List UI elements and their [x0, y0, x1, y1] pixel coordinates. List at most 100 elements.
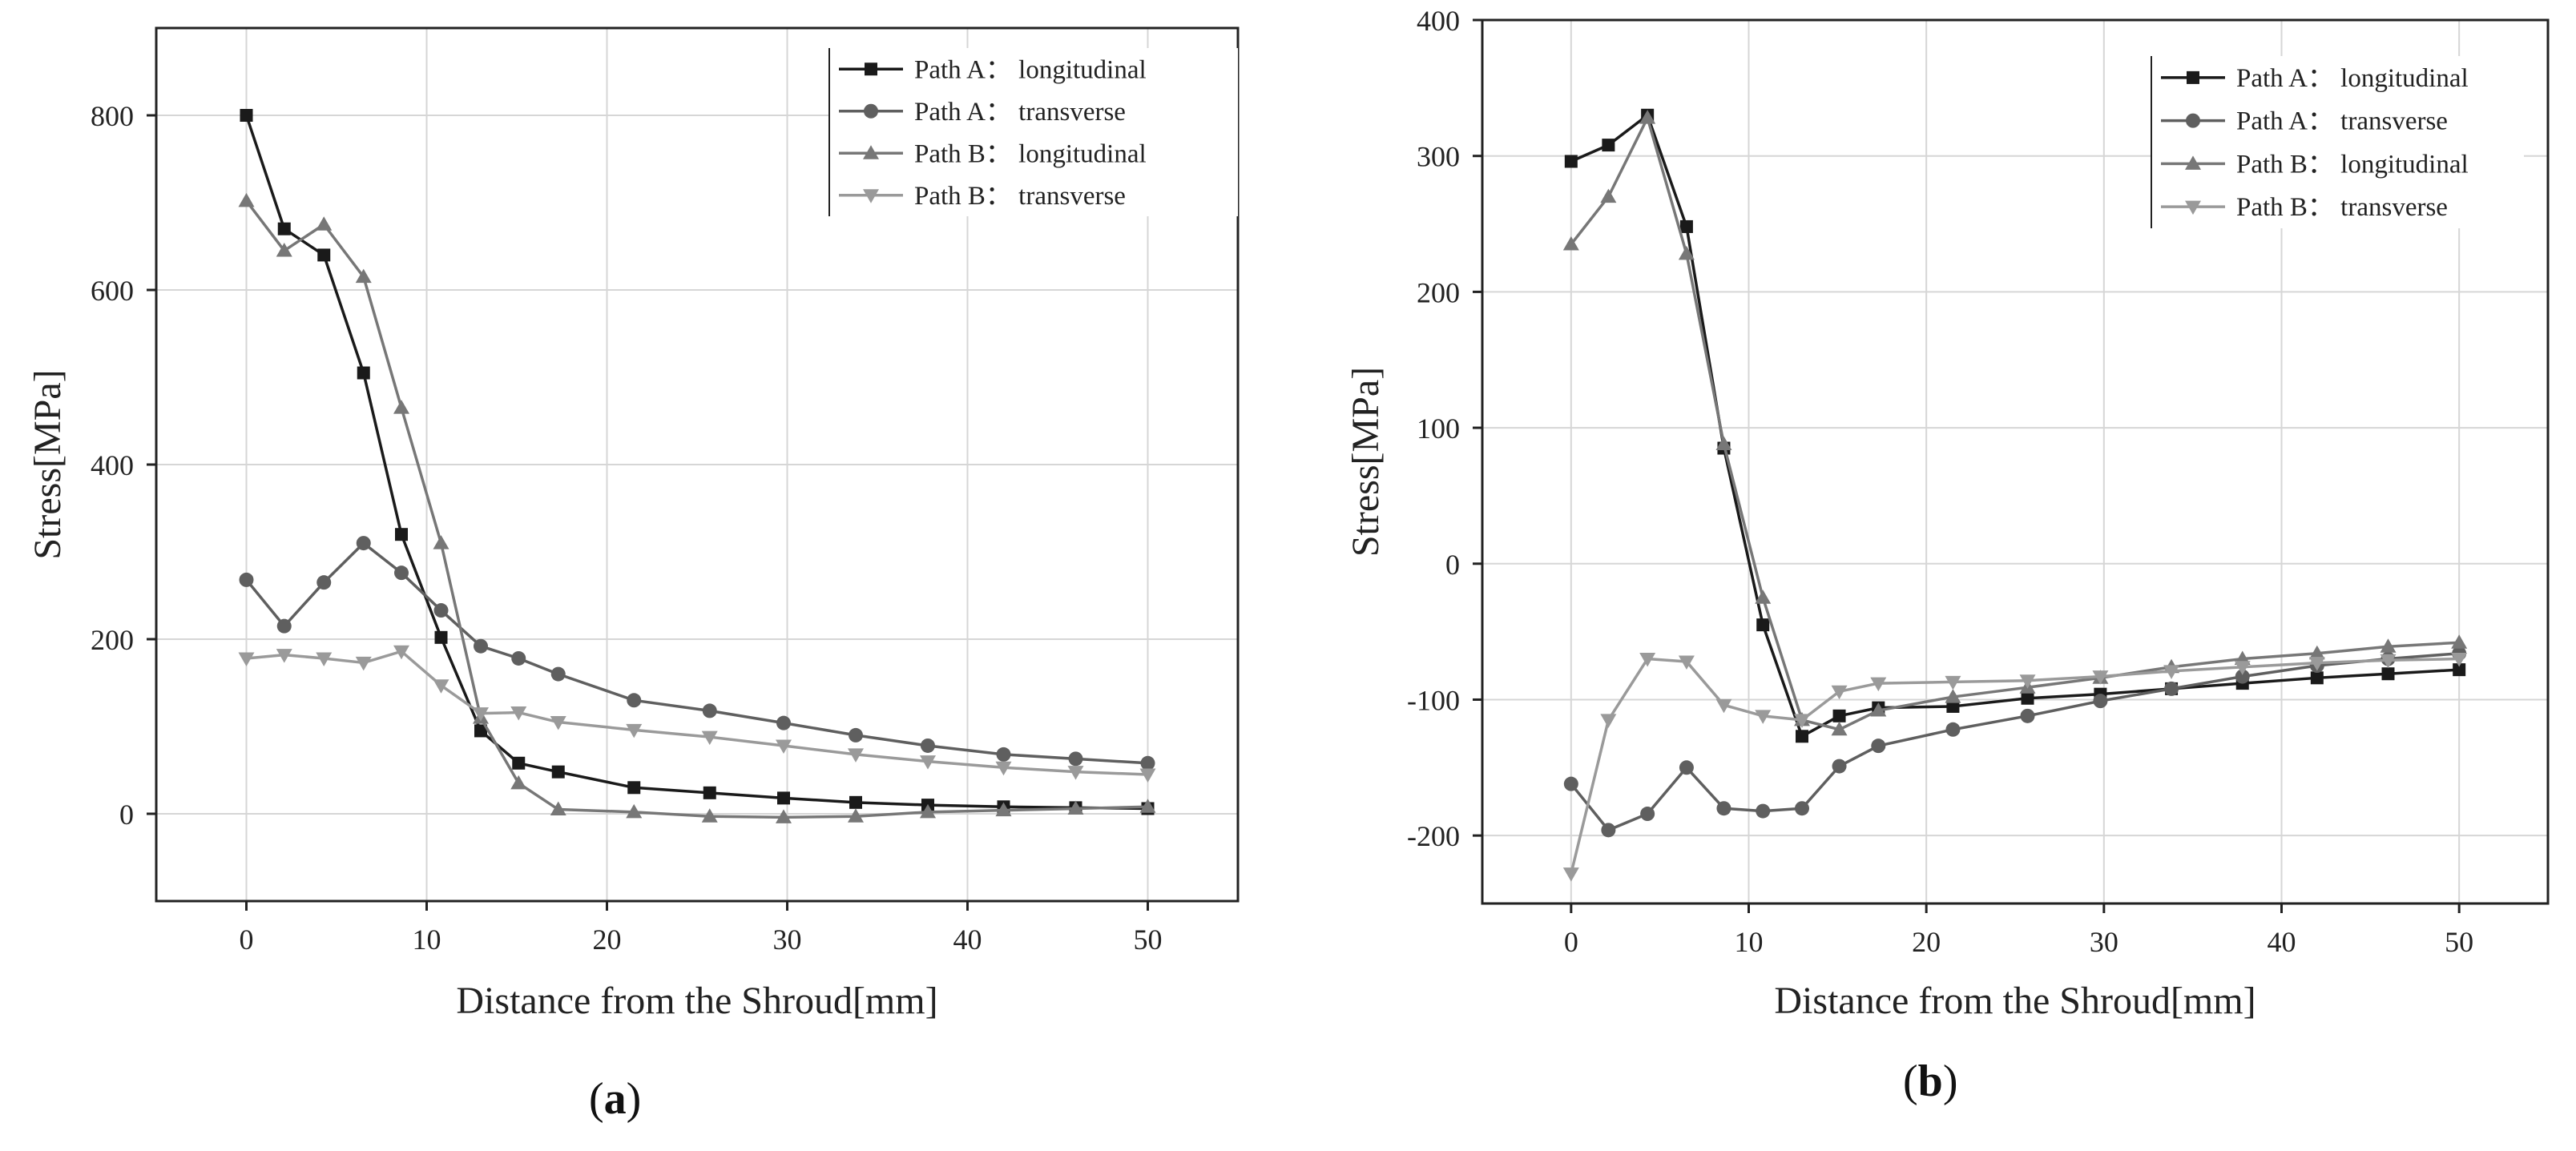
chart-b-series-1-point: [2310, 671, 2324, 685]
chart-b-series-3-point: [1678, 245, 1695, 260]
chart-b-series-3-point: [1562, 235, 1579, 251]
chart-a-series-1-point: [277, 222, 291, 235]
chart-a-x-tick-label: 40: [953, 924, 982, 956]
chart-a-legend-marker-1: [865, 62, 877, 76]
chart-a-y-tick-label: 600: [91, 275, 134, 307]
chart-a-series-2-point: [627, 693, 642, 708]
chart-b-series-1-point: [1796, 730, 1808, 743]
chart-b-legend-label-1: Path A： longitudinal: [2236, 64, 2469, 93]
chart-b-series-1-point: [2381, 667, 2395, 681]
chart-a-x-tick-label: 10: [413, 924, 441, 956]
chart-a-series-2-line: [245, 541, 1148, 765]
chart-a-series-2-point: [1140, 755, 1155, 771]
chart-b-series-4-point: [1639, 653, 1656, 667]
chart-b-series-1-point: [2453, 663, 2466, 677]
chart-a-series-1-point: [627, 781, 641, 795]
chart-a-series-3-point: [701, 808, 718, 823]
chart-a-series-3-point: [995, 802, 1012, 817]
chart-a-legend-label-3: Path B： longitudinal: [914, 139, 1147, 168]
chart-a-series-1-point: [434, 630, 448, 644]
chart-a-series-1-point: [474, 724, 487, 738]
chart-a-series-2-point: [276, 618, 292, 634]
chart-a-series-2-point: [316, 575, 332, 590]
chart-b-series-2-point: [1716, 801, 1731, 816]
chart-a-series-4-point: [920, 755, 936, 770]
chart-b-series-2-point: [1756, 803, 1771, 819]
chart-a-series-3-point: [550, 801, 566, 816]
chart-a-series-1-point: [777, 791, 790, 805]
chart-b-series-4-point: [2234, 661, 2251, 675]
chart-b-series-4-point: [2308, 657, 2325, 671]
chart-b-series-1-point: [2021, 691, 2034, 705]
chart-b-series-4-point: [2092, 670, 2109, 685]
chart-b-y-tick-label: -200: [1407, 820, 1460, 852]
chart-a-series-2-point: [239, 572, 254, 587]
chart-b-legend-marker-3: [2185, 155, 2201, 170]
chart-b-series-4-point: [2163, 665, 2180, 679]
chart-a-series-4-point: [701, 730, 718, 746]
chart-b-legend-marker-2: [2186, 113, 2200, 128]
chart-a-series-1-line: [244, 115, 1148, 811]
chart-b-series-2-point: [1945, 722, 1961, 737]
chart-b-series-3-point: [1715, 436, 1732, 450]
chart-b-legend-marker-1: [2187, 70, 2199, 84]
chart-a-series-4: [238, 645, 1156, 783]
chart-b-y-tick-label: -100: [1407, 684, 1460, 716]
chart-b-series-1-point: [1602, 139, 1615, 152]
chart-b-series-1-point: [1679, 219, 1693, 233]
chart-a-series-3-point: [433, 535, 449, 549]
chart-b-legend: Path A： longitudinal Path A： transverse Pa…: [2151, 56, 2524, 228]
chart-b-series-2-point: [2093, 694, 2108, 709]
chart-b-series-3: [1562, 110, 2468, 736]
chart-b-series-4-point: [2451, 653, 2468, 667]
chart-a-series-2-point: [996, 747, 1011, 762]
chart-b-y-tick-label: 400: [1417, 5, 1460, 37]
chart-b-series-4-point: [1945, 675, 1961, 690]
chart-a-series-3-point: [776, 809, 792, 823]
chart-a-legend: Path A： longitudinal Path A： transverse Pa…: [828, 48, 1238, 216]
chart-a-y-tick-label: 400: [91, 449, 134, 481]
chart-b: 0 10 20 30 40 50 -200 -100 0 100 200 300 400 Distance…: [1344, 5, 2550, 1022]
chart-b-x-tick-label: 20: [1912, 926, 1941, 958]
chart-a-series-4-point: [1139, 768, 1156, 783]
chart-b-legend-box: [2151, 56, 2524, 228]
chart-b-series-3-point: [1755, 590, 1772, 604]
chart-a-legend-marker-4: [863, 189, 879, 203]
chart-a-y-tick-label: 800: [91, 100, 134, 132]
chart-a-series-2-point: [776, 715, 791, 730]
chart-a-series-4-point: [473, 707, 489, 722]
chart-a-series-1-point: [317, 248, 331, 262]
chart-b-series-1-point: [1756, 618, 1770, 632]
chart-b-series-4-point: [2380, 654, 2397, 669]
chart-b-series-4-line: [1570, 657, 2460, 875]
chart-b-series-4-point: [1562, 867, 1579, 882]
chart-a-legend-label-4: Path B： transverse: [914, 182, 1126, 211]
chart-b-series-2-point: [1640, 807, 1655, 822]
chart-b-series-2-point: [2020, 708, 2035, 723]
chart-a-series-1-point: [512, 756, 526, 770]
chart-b-series-2-point: [2235, 669, 2250, 684]
chart-a-x-axis-label: Distance from the Shroud[mm]: [456, 980, 937, 1022]
chart-b-series-4-point: [1715, 698, 1732, 714]
chart-a-series-2-point: [394, 565, 409, 581]
chart-a-series-4-point: [995, 761, 1012, 776]
chart-a: 0 10 20 30 40 50 0 200 400 600 800 Distance from th…: [26, 26, 1240, 1022]
chart-a-series-2-point: [1068, 751, 1083, 767]
chart-b-series-1-point: [1946, 699, 1960, 713]
chart-a-x-tick-label: 20: [593, 924, 622, 956]
chart-b-series-3-point: [1945, 689, 1961, 703]
chart-a-series-3-point: [1139, 799, 1156, 813]
panel-caption-b: (b): [1903, 1056, 1958, 1106]
chart-a-series-4-point: [393, 645, 409, 660]
chart-a-series-4-point: [626, 723, 643, 738]
chart-a-series-4-point: [276, 649, 292, 663]
chart-a-series-1-point: [551, 765, 565, 779]
chart-b-series-1-point: [1564, 155, 1578, 168]
chart-a-series-3-point: [393, 400, 409, 414]
chart-b-series-2-point: [1679, 760, 1694, 775]
chart-a-series-2-point: [849, 727, 863, 743]
chart-b-series-3-point: [2308, 645, 2325, 660]
chart-a-series-2-point: [474, 638, 488, 654]
chart-a-series-3-point: [1067, 800, 1084, 815]
chart-a-series-2-point: [433, 603, 449, 618]
